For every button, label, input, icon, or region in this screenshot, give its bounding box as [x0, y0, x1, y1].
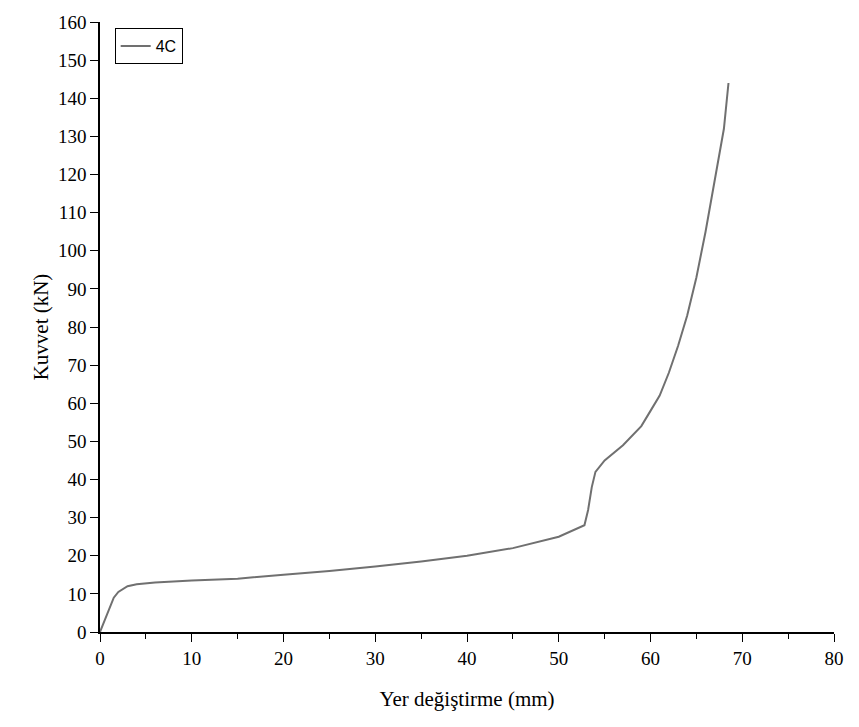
svg-text:80: 80 [67, 317, 86, 338]
svg-text:40: 40 [67, 469, 86, 490]
svg-text:100: 100 [58, 240, 87, 261]
svg-text:80: 80 [825, 648, 844, 669]
svg-text:110: 110 [59, 202, 87, 223]
svg-text:130: 130 [58, 126, 87, 147]
svg-text:120: 120 [58, 164, 87, 185]
svg-text:4C: 4C [156, 38, 176, 55]
svg-text:Yer değiştirme (mm): Yer değiştirme (mm) [379, 687, 554, 711]
svg-text:30: 30 [366, 648, 385, 669]
svg-text:140: 140 [58, 88, 87, 109]
svg-text:0: 0 [95, 648, 105, 669]
svg-text:160: 160 [58, 12, 87, 33]
svg-text:30: 30 [67, 507, 86, 528]
svg-text:50: 50 [67, 431, 86, 452]
svg-text:Kuvvet (kN): Kuvvet (kN) [29, 274, 53, 381]
svg-text:150: 150 [58, 50, 87, 71]
svg-text:10: 10 [67, 584, 86, 605]
svg-text:90: 90 [67, 279, 86, 300]
svg-text:70: 70 [67, 355, 86, 376]
svg-text:40: 40 [458, 648, 477, 669]
svg-text:70: 70 [733, 648, 752, 669]
svg-text:20: 20 [67, 545, 86, 566]
svg-text:60: 60 [67, 393, 86, 414]
svg-text:10: 10 [182, 648, 201, 669]
svg-text:0: 0 [77, 622, 87, 643]
svg-text:20: 20 [274, 648, 293, 669]
svg-text:50: 50 [549, 648, 568, 669]
svg-text:60: 60 [641, 648, 660, 669]
